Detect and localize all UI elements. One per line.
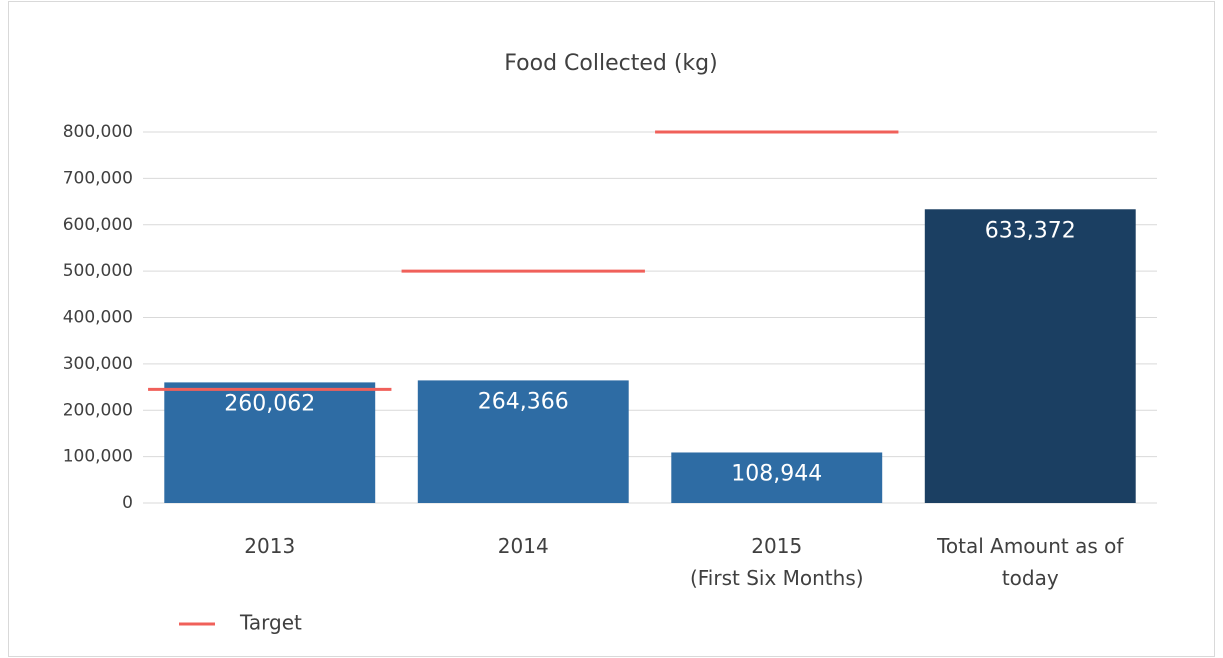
x-tick-label: 2013 <box>244 534 295 558</box>
bar <box>671 452 883 503</box>
x-tick-label-line: 2014 <box>498 534 549 558</box>
data-label: 633,372 <box>985 218 1076 243</box>
y-tick-label: 400,000 <box>63 308 133 328</box>
x-tick-label-line: 2013 <box>244 534 295 558</box>
y-tick-label: 300,000 <box>63 354 133 374</box>
x-tick-label: Total Amount as of today <box>936 534 1124 590</box>
y-tick-label: 100,000 <box>63 447 133 467</box>
y-tick-label: 0 <box>122 493 133 513</box>
x-tick-label-line: 2015 <box>751 534 802 558</box>
y-tick-label: 600,000 <box>63 215 133 235</box>
y-tick-label: 800,000 <box>63 122 133 142</box>
legend-label: Target <box>239 611 302 635</box>
data-label: 260,062 <box>224 391 315 416</box>
bar <box>164 382 376 503</box>
x-tick-label-line: Total Amount as of <box>936 534 1124 558</box>
y-tick-label: 500,000 <box>63 261 133 281</box>
bar <box>417 380 629 503</box>
x-tick-label: 2015 (First Six Months) <box>690 534 864 590</box>
x-tick-label-line: (First Six Months) <box>690 566 864 590</box>
x-tick-label: 2014 <box>498 534 549 558</box>
data-label: 108,944 <box>731 461 822 486</box>
x-tick-label-line: today <box>1002 566 1059 590</box>
bar <box>924 209 1136 503</box>
y-tick-label: 700,000 <box>63 168 133 188</box>
chart-title: Food Collected (kg) <box>504 51 717 76</box>
y-tick-label: 200,000 <box>63 400 133 420</box>
data-label: 264,366 <box>478 389 569 414</box>
